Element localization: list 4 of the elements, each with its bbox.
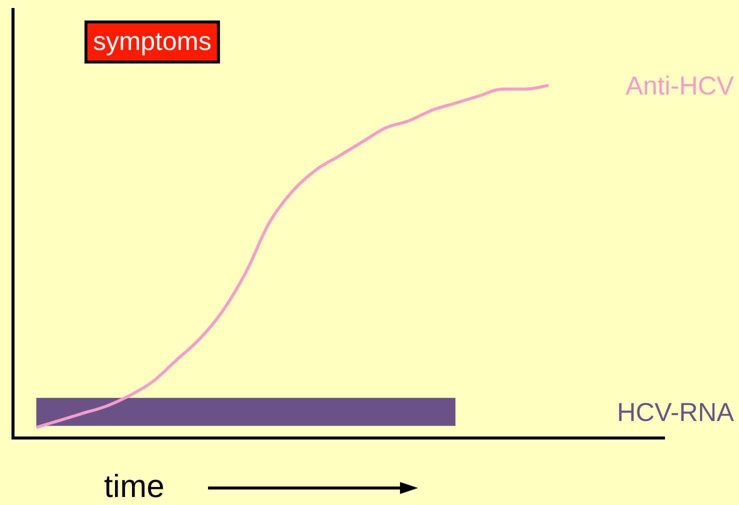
text: HCV-RNA (616, 397, 735, 428)
text: symptoms (93, 26, 212, 56)
text: Anti-HCV (626, 70, 735, 101)
x-axis-title: time (104, 468, 164, 505)
